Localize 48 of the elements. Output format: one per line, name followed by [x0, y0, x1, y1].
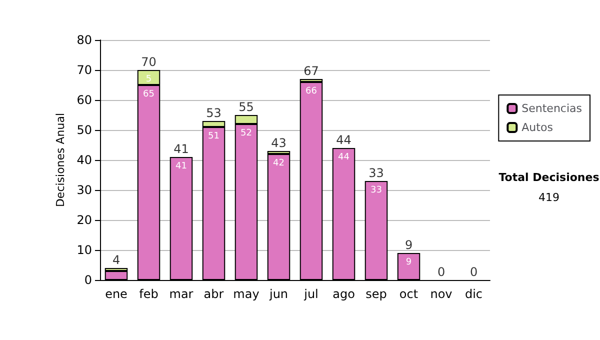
y-tick-label: 80 [76, 33, 92, 47]
y-axis-title: Decisiones Anual [54, 112, 67, 208]
data-label: 65 [143, 90, 154, 100]
y-tick-label: 70 [76, 63, 92, 77]
data-label: 41 [176, 162, 187, 172]
legend-label: Autos [522, 121, 554, 134]
text: 419 [538, 191, 560, 204]
x-tick-label: dic [464, 287, 483, 301]
total-label: 4 [112, 253, 120, 267]
legend-label: Sentencias [522, 102, 582, 115]
total-label: 0 [470, 265, 478, 279]
total-label: 43 [271, 136, 286, 150]
x-tick-label: jul [303, 287, 318, 301]
total-label: 70 [141, 55, 156, 69]
data-label: 44 [338, 152, 350, 162]
total-label: 33 [368, 166, 384, 180]
x-tick-label: abr [204, 287, 224, 301]
data-label: 66 [306, 86, 318, 96]
data-label: 9 [406, 258, 412, 268]
x-tick-label: may [233, 287, 260, 301]
text: Total Decisiones [498, 171, 600, 184]
total-label: 0 [437, 265, 446, 279]
total-label: 44 [336, 133, 352, 147]
total-label: 55 [238, 100, 254, 114]
total-label: 41 [174, 142, 189, 156]
y-tick-label: 0 [84, 273, 92, 287]
y-tick-label: 50 [76, 123, 92, 137]
x-tick-label: ene [105, 287, 128, 301]
x-tick-label: feb [139, 287, 158, 301]
data-label: 51 [208, 132, 220, 142]
x-tick-label: nov [430, 287, 452, 301]
y-tick-label: 30 [76, 183, 92, 197]
y-tick-label: 40 [76, 153, 92, 167]
y-tick-label: 60 [76, 93, 92, 107]
x-tick-label: ago [332, 287, 355, 301]
data-label: 52 [240, 128, 252, 138]
total-label: 67 [304, 64, 319, 78]
x-tick-label: oct [399, 287, 418, 301]
data-label: 42 [273, 158, 284, 168]
x-tick-label: sep [366, 287, 387, 301]
x-tick-label: mar [169, 287, 194, 301]
data-label: 33 [370, 186, 382, 196]
x-tick-label: jun [268, 287, 288, 301]
y-tick-label: 10 [76, 243, 92, 257]
data-label: 5 [146, 74, 152, 84]
total-label: 9 [404, 238, 413, 252]
y-tick-label: 20 [76, 213, 92, 227]
total-label: 53 [206, 106, 222, 120]
